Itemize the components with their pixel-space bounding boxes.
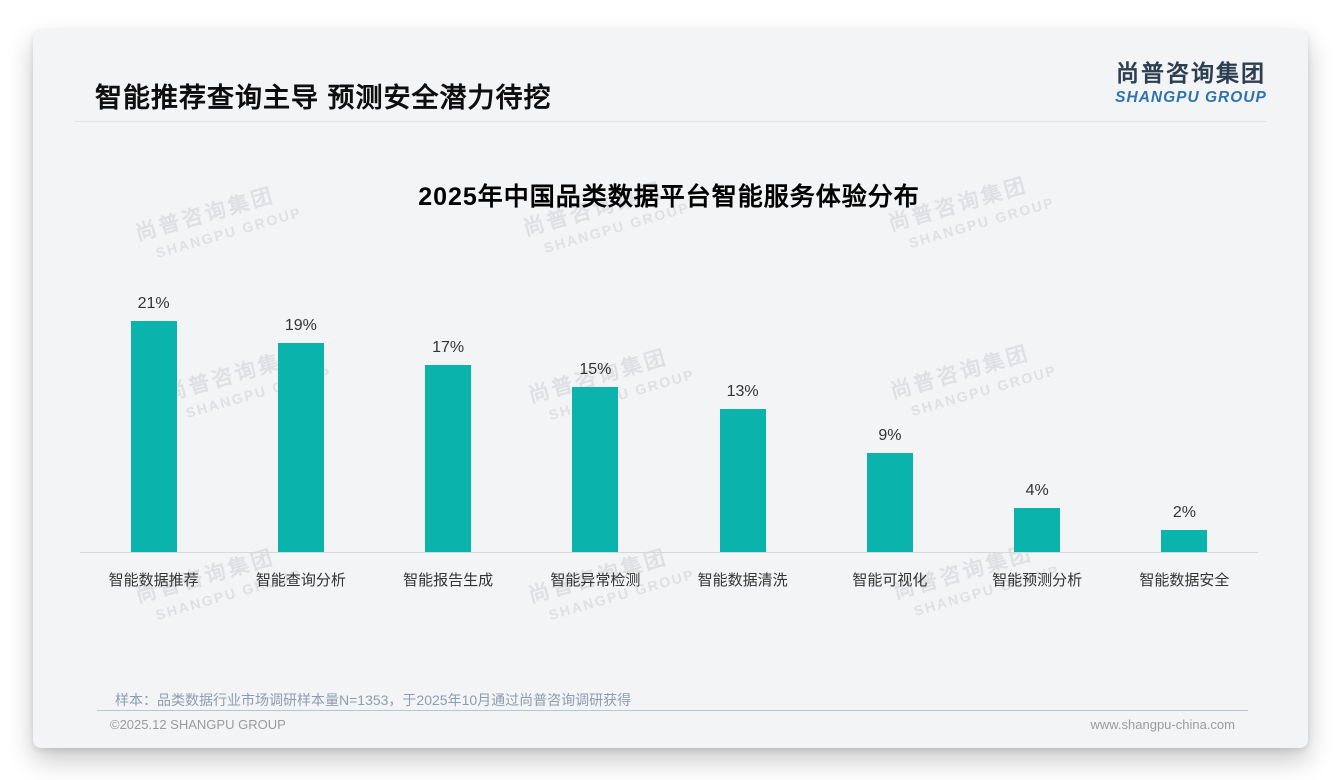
chart-title: 2025年中国品类数据平台智能服务体验分布 [418, 183, 920, 211]
bar-value-label: 21% [137, 295, 170, 312]
bar-category-label: 智能预测分析 [992, 572, 1083, 589]
bar [1161, 530, 1208, 552]
sample-note: 样本：品类数据行业市场调研样本量N=1353，于2025年10月通过尚普咨询调研… [115, 692, 632, 708]
company-logo: 尚普咨询集团 SHANGPU GROUP [1112, 54, 1270, 107]
bar-chart-plot: 21% 智能数据推荐 19% 智能查询分析 17% 智能报告生成 15% 智能异常检测 13% 智… [80, 295, 1258, 589]
page-title: 智能推荐查询主导 预测安全潜力待挖 [95, 83, 552, 113]
bar [130, 321, 177, 552]
bar-category-label: 智能数据安全 [1139, 572, 1230, 589]
bar-column: 19% 智能查询分析 [227, 317, 374, 589]
bar-column: 4% 智能预测分析 [964, 322, 1111, 589]
bar-column: 17% 智能报告生成 [375, 322, 522, 589]
bar-value-label: 4% [1025, 482, 1049, 499]
slide-card: 尚普咨询集团 SHANGPU GROUP 尚普咨询集团 SHANGPU GROU… [33, 30, 1308, 748]
bar-value-label: 15% [579, 361, 612, 378]
bar [719, 409, 766, 552]
bar [1014, 508, 1061, 552]
bar-value-label: 19% [284, 317, 317, 334]
bar-column: 9% 智能可视化 [816, 322, 963, 589]
bar-category-label: 智能异常检测 [550, 572, 641, 589]
bar-value-label: 17% [432, 339, 465, 356]
bar-value-label: 2% [1172, 504, 1196, 521]
bar [572, 387, 619, 552]
bar-column: 21% 智能数据推荐 [80, 295, 227, 589]
footer-divider [97, 710, 1248, 711]
logo-en-text: SHANGPU GROUP [1115, 89, 1267, 106]
bar-value-label: 9% [878, 427, 902, 444]
bar-category-label: 智能查询分析 [255, 572, 346, 589]
bar [866, 453, 913, 552]
bar-column: 13% 智能数据清洗 [669, 322, 816, 589]
bar [425, 365, 472, 552]
header-divider [75, 121, 1266, 122]
bar-column: 15% 智能异常检测 [522, 322, 669, 589]
bar-category-label: 智能数据推荐 [108, 572, 199, 589]
bar-column: 2% 智能数据安全 [1111, 322, 1258, 589]
bar [277, 343, 324, 552]
bar-category-label: 智能可视化 [852, 572, 928, 589]
footer-copyright: ©2025.12 SHANGPU GROUP [110, 717, 286, 732]
logo-cn-text: 尚普咨询集团 [1116, 60, 1266, 86]
bar-value-label: 13% [726, 383, 759, 400]
footer-website: www.shangpu-china.com [1090, 717, 1235, 732]
bar-category-label: 智能数据清洗 [697, 572, 788, 589]
bar-category-label: 智能报告生成 [403, 572, 494, 589]
